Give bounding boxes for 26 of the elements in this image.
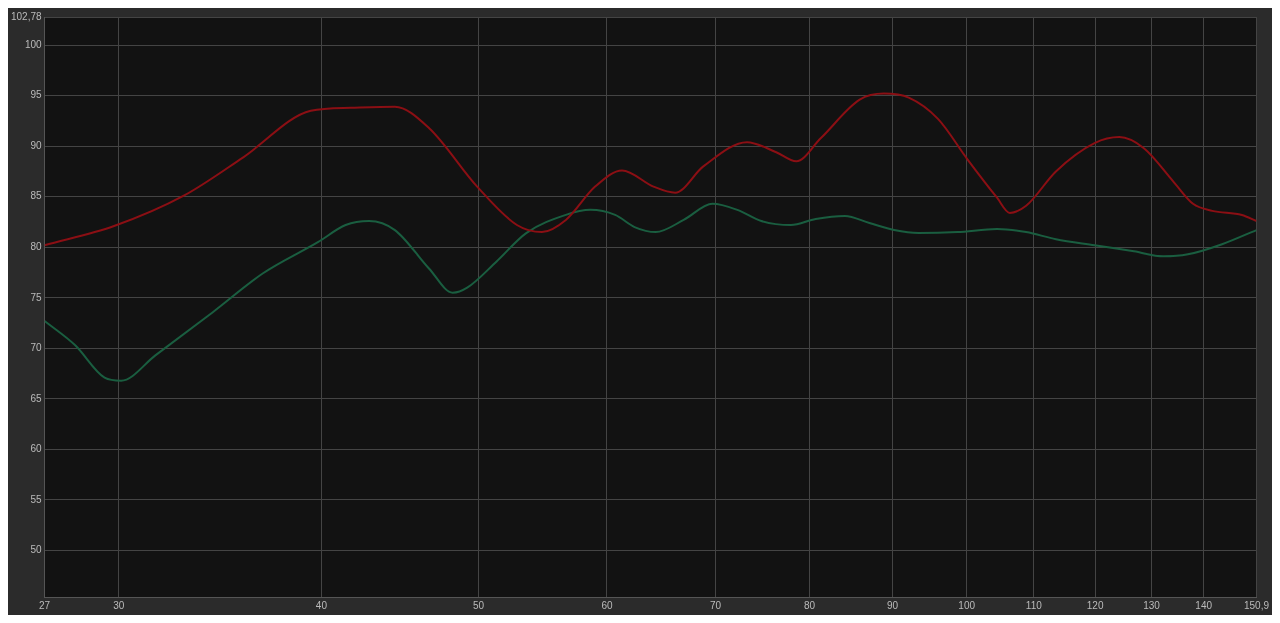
x-tick-label: 100 [958, 599, 976, 611]
x-tick-label: 90 [886, 599, 899, 611]
y-tick-label: 50 [30, 544, 43, 556]
x-tick-label: 80 [804, 599, 816, 611]
x-tick-label: 27 [39, 599, 51, 611]
y-tick-label: 90 [30, 139, 43, 151]
y-tick-label: 55 [30, 493, 43, 505]
x-tick-label: 130 [1143, 599, 1161, 611]
y-tick-label: 100 [24, 38, 43, 50]
x-tick-label: 120 [1086, 599, 1104, 611]
y-tick-label: 75 [30, 291, 43, 303]
y-tick-label: 95 [30, 89, 43, 101]
y-tick-label: 80 [30, 241, 43, 253]
y-tick-label: 65 [30, 392, 43, 404]
x-tick-label: 140 [1195, 599, 1213, 611]
y-tick-label: 102,78 [10, 10, 43, 22]
x-tick-label: 60 [601, 599, 613, 611]
x-tick-label: 110 [1025, 599, 1043, 611]
y-tick-label: 70 [30, 342, 43, 354]
y-tick-label: 60 [30, 443, 43, 455]
x-tick-label: 50 [472, 599, 485, 611]
x-tick-label: 150,9 [1243, 599, 1270, 611]
x-tick-label: 40 [315, 599, 328, 611]
x-tick-label: 70 [709, 599, 722, 611]
x-tick-label: 30 [113, 599, 125, 611]
y-tick-label: 85 [30, 190, 43, 202]
